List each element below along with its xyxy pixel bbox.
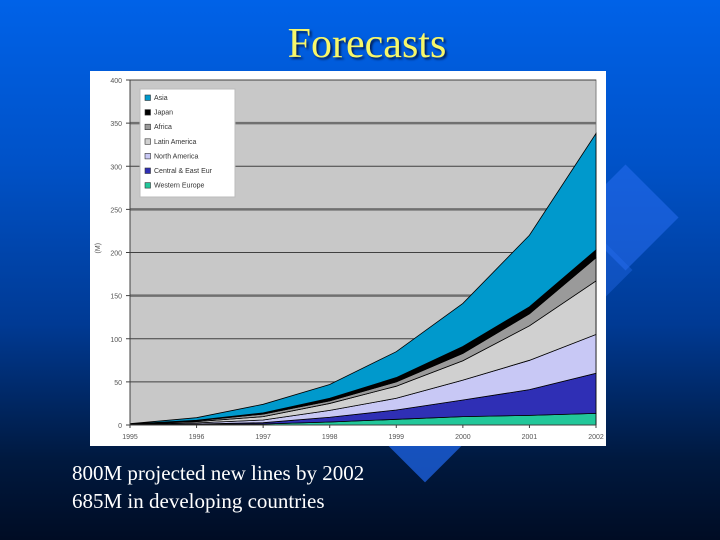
caption-line-2: 685M in developing countries [72, 489, 325, 513]
stacked-area-chart: 0 50 100 150 200 250 300 350 400 (M) 1995 1996 1997 1… [95, 78, 604, 441]
x-tick-label: 2002 [588, 434, 604, 441]
legend-label: North America [154, 153, 198, 160]
legend-label: Central & East Eur [154, 168, 213, 175]
area-asia [129, 132, 597, 425]
x-tick-label: 2001 [522, 434, 538, 441]
slide-title: Forecasts [287, 21, 447, 67]
y-tick-label: 400 [110, 78, 122, 85]
x-tick-label: 1995 [122, 434, 138, 441]
y-axis-label: (M) [95, 243, 102, 254]
x-tick-label: 2000 [455, 434, 471, 441]
legend-swatch-icon [144, 182, 151, 189]
legend-label: Asia [154, 95, 168, 102]
legend-swatch-icon [144, 109, 151, 116]
x-tick-label: 1996 [189, 434, 205, 441]
y-tick-label: 250 [110, 207, 122, 214]
legend-swatch-icon [144, 94, 151, 101]
y-tick-label: 0 [118, 423, 122, 430]
legend [139, 88, 236, 198]
caption-line-1: 800M projected new lines by 2002 [72, 461, 365, 485]
legend-label: Latin America [154, 139, 197, 146]
legend-swatch-icon [144, 123, 151, 131]
x-tick-label: 1998 [322, 434, 338, 441]
legend-swatch-icon [144, 138, 151, 145]
x-tick-label: 1999 [388, 434, 404, 441]
chart-container: 0 50 100 150 200 250 300 350 400 (M) 1995 1996 1997 1… [90, 71, 606, 446]
caption: 800M projected new lines by 2002 685M in… [72, 459, 364, 515]
legend-swatch-icon [144, 167, 151, 174]
y-tick-label: 200 [110, 251, 122, 258]
y-tick-label: 100 [110, 337, 122, 344]
legend-label: Western Europe [154, 183, 205, 190]
legend-swatch-icon [144, 153, 151, 160]
y-tick-label: 150 [110, 294, 122, 301]
legend-label: Japan [154, 110, 173, 117]
y-tick-label: 350 [110, 121, 122, 128]
x-tick-label: 1997 [255, 434, 271, 441]
legend-label: Africa [154, 124, 172, 131]
y-tick-label: 50 [114, 380, 122, 387]
y-tick-label: 300 [110, 164, 122, 171]
